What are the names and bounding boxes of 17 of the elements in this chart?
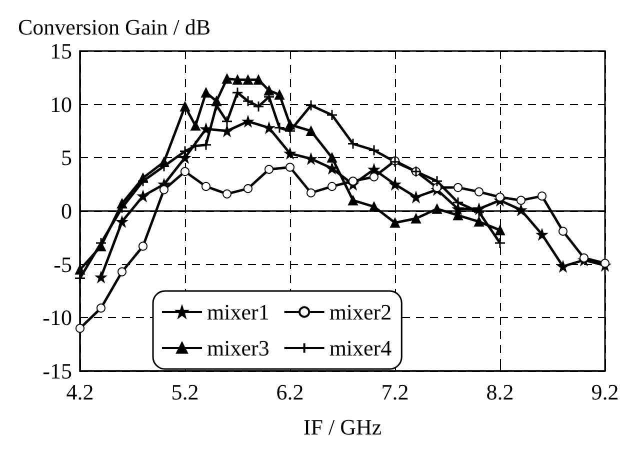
y-tick-label: 10 [50, 92, 72, 117]
x-tick-label: 5.2 [171, 380, 199, 404]
y-axis-title: Conversion Gain / dB [18, 14, 210, 40]
x-axis-title: IF / GHz [303, 414, 382, 440]
x-tick-label: 9.2 [591, 380, 619, 404]
y-tick-label: -5 [54, 252, 72, 277]
legend-label: mixer3 [207, 336, 270, 360]
x-tick-label: 8.2 [486, 380, 514, 404]
x-tick-label: 6.2 [276, 380, 304, 404]
y-tick-label: 0 [61, 198, 72, 224]
legend-label: mixer1 [207, 300, 270, 324]
y-tick-label: 5 [61, 145, 72, 170]
x-tick-label: 7.2 [381, 380, 409, 404]
legend-label: mixer4 [329, 336, 392, 360]
y-tick-label: -10 [42, 305, 72, 330]
legend-label: mixer2 [329, 300, 392, 324]
y-tick-label: 15 [50, 38, 72, 64]
